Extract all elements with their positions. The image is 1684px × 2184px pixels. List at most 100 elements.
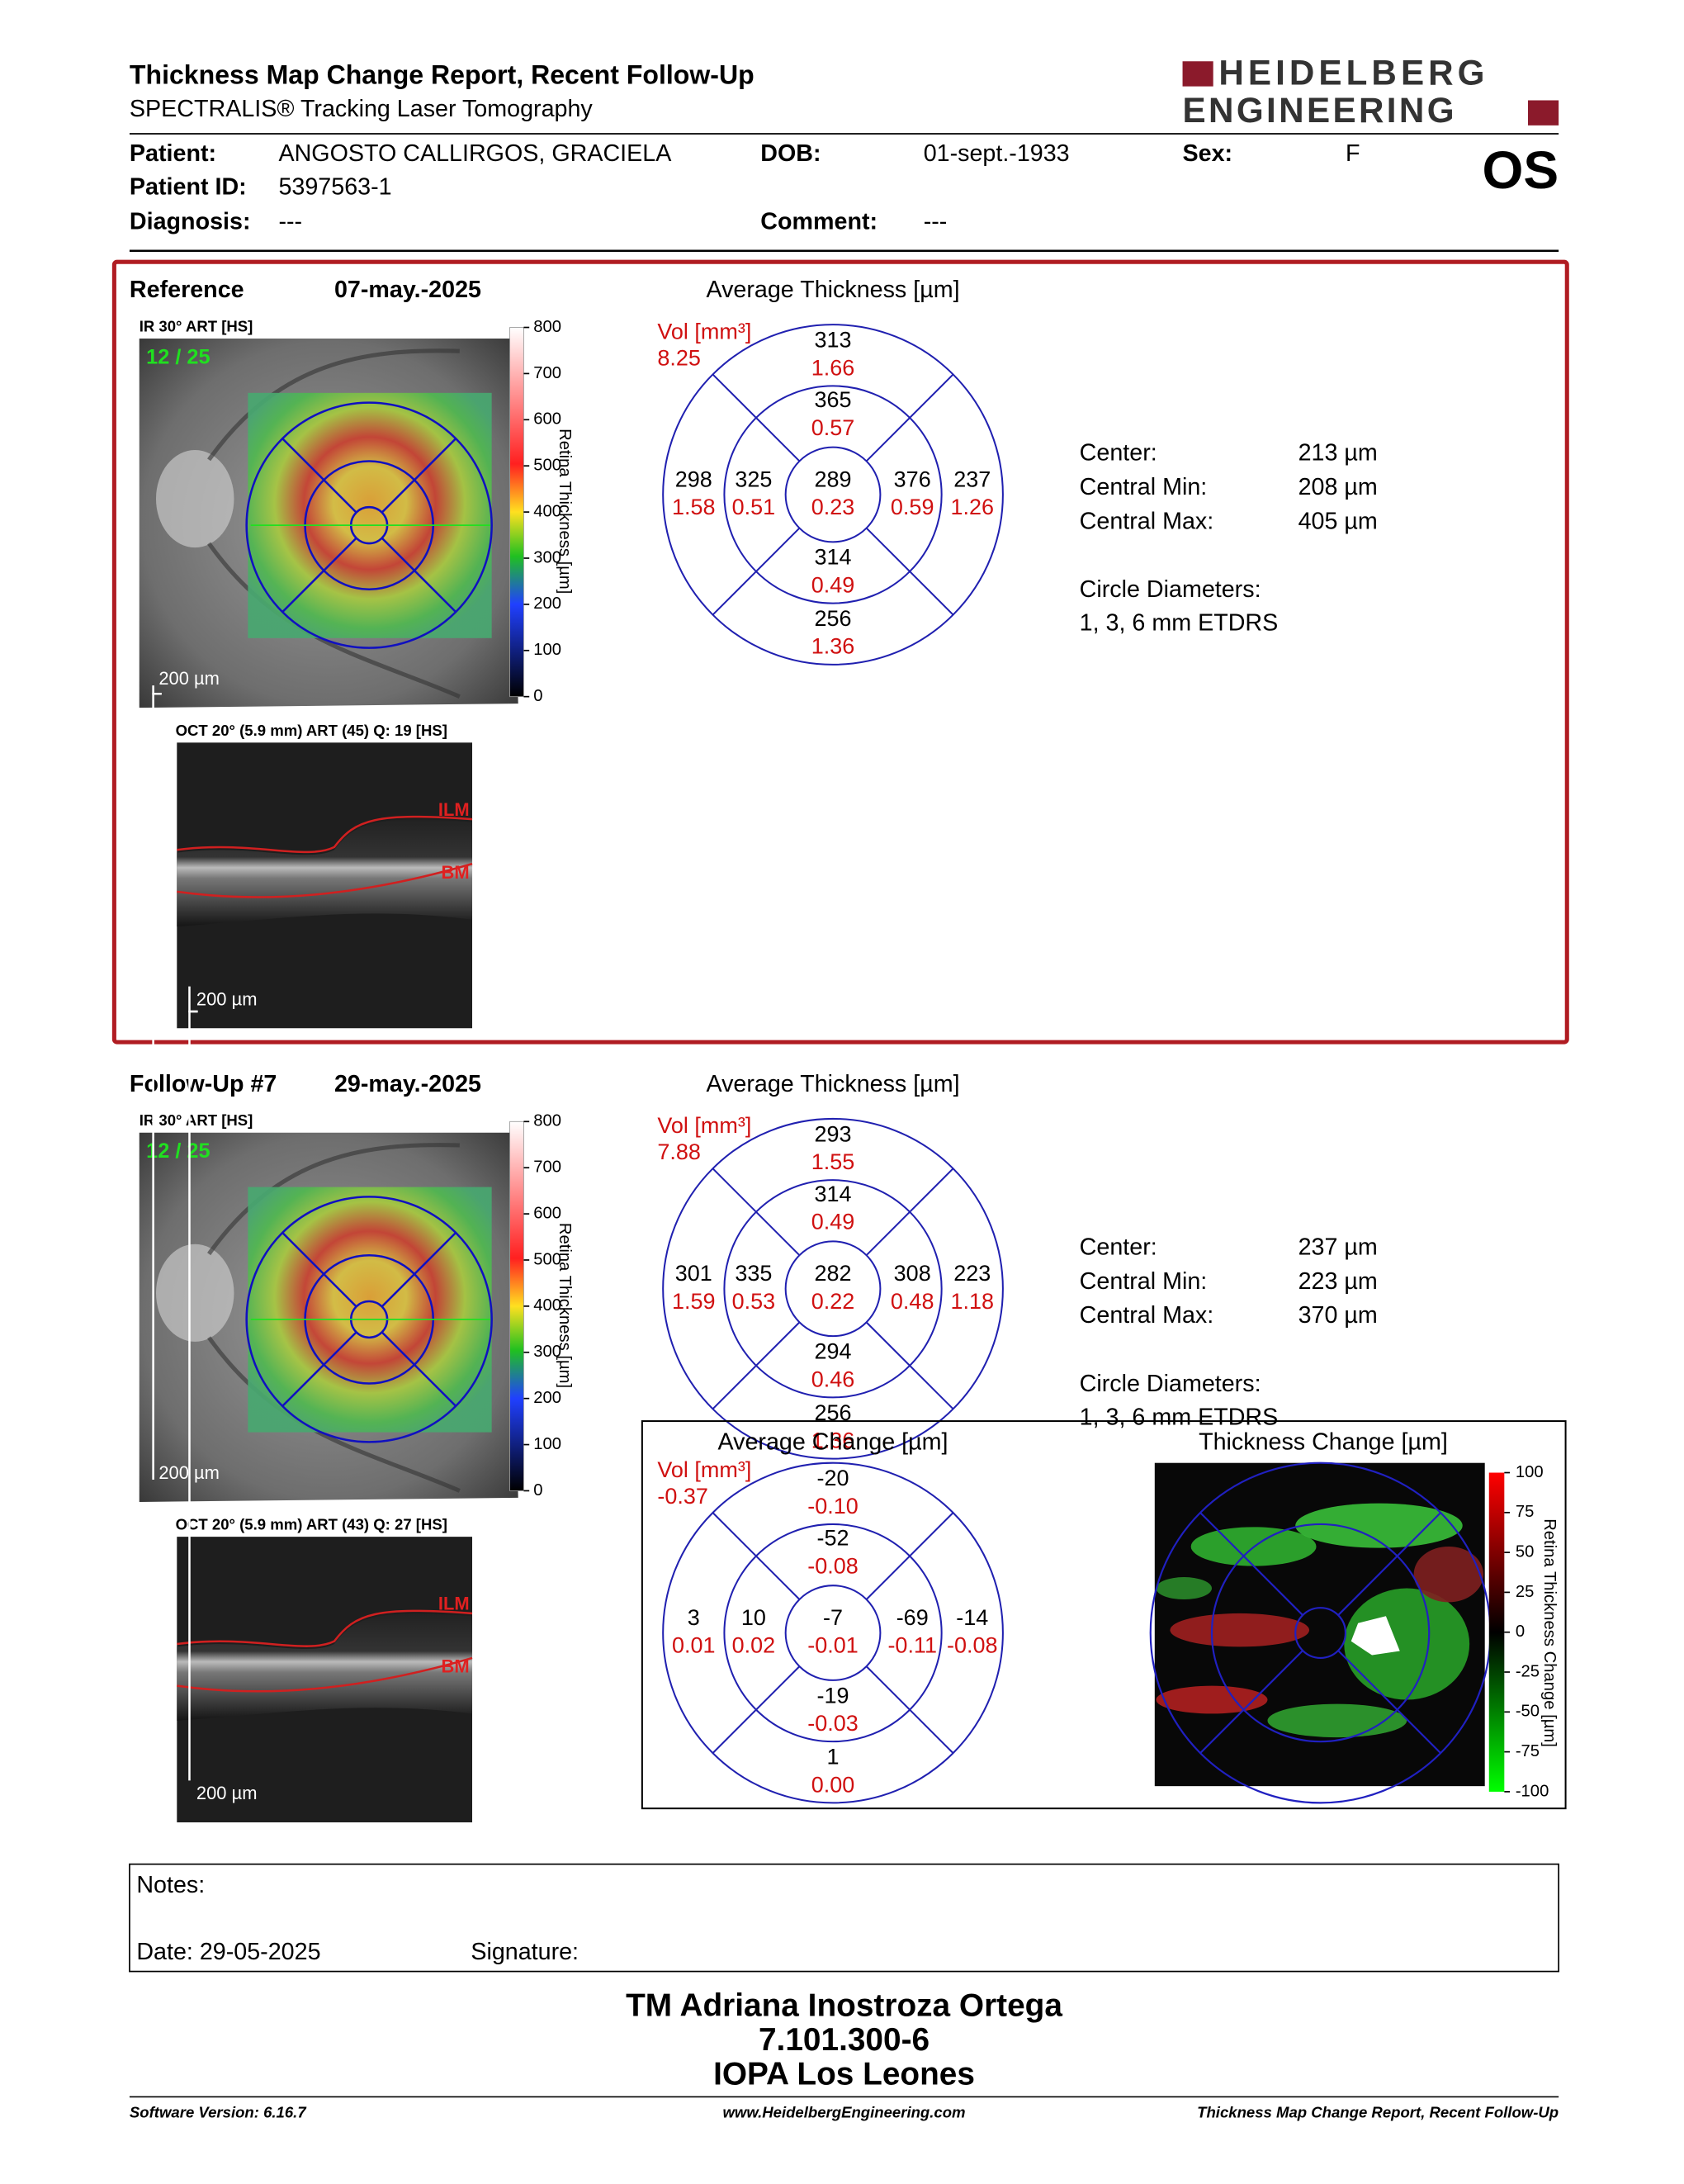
patient-value: 5397563-1: [278, 173, 391, 200]
sector-thickness: 301: [675, 1261, 712, 1286]
sector-volume: 1.18: [951, 1289, 995, 1314]
stat-value: 208 µm: [1298, 474, 1378, 500]
circle-diameters-label: Circle Diameters:: [1080, 576, 1261, 603]
sector-volume: -0.11: [887, 1633, 937, 1658]
sector-volume: 0.53: [732, 1289, 776, 1314]
etdrs-ring: [723, 1179, 943, 1399]
map-spoke: [281, 1232, 357, 1308]
report-subtitle: SPECTRALIS® Tracking Laser Tomography: [130, 96, 593, 122]
section-date: 29-may.-2025: [334, 1071, 481, 1097]
sector-thickness: 10: [741, 1605, 766, 1630]
sector-volume: 0.57: [811, 415, 855, 440]
change-blob: [1295, 1503, 1463, 1548]
section-label: Follow-Up #7: [130, 1071, 277, 1097]
circle-diameters-label: Circle Diameters:: [1080, 1371, 1261, 1397]
stat-label: Central Min:: [1080, 474, 1208, 500]
colorbar-tick-label: 100: [533, 1435, 561, 1453]
logo-block: [1182, 61, 1213, 87]
sector-thickness: -14: [956, 1605, 988, 1630]
patient-label: DOB:: [760, 140, 821, 167]
sector-thickness: 282: [815, 1261, 852, 1286]
sector-thickness: 308: [894, 1261, 931, 1286]
sector-thickness: 314: [815, 545, 852, 570]
volume-label: Vol [mm³]: [657, 1457, 751, 1482]
etdrs-spoke: [865, 1512, 954, 1600]
sector-thickness: 1: [827, 1745, 840, 1769]
report-title: Thickness Map Change Report, Recent Foll…: [130, 59, 754, 89]
sector-volume: 1.66: [811, 355, 855, 380]
change-blob: [1170, 1613, 1310, 1647]
scale-bar-label: 200 µm: [196, 1783, 258, 1803]
etdrs-spoke: [865, 1321, 954, 1410]
map-spoke: [381, 537, 457, 614]
colorbar-tick-label: 0: [533, 1481, 542, 1499]
sector-volume: -0.08: [947, 1633, 998, 1658]
sector-thickness: 313: [815, 328, 852, 353]
ilm-line: [177, 1609, 473, 1647]
etdrs-spoke: [865, 1665, 954, 1754]
notes-box: [129, 1863, 1559, 1973]
change-hotspot: [1351, 1616, 1400, 1656]
sector-thickness: 256: [815, 606, 852, 631]
sector-volume: 1.36: [811, 1428, 855, 1453]
sector-volume: 0.49: [811, 572, 855, 597]
colorbar-tick-label: 300: [533, 1343, 561, 1361]
sector-thickness: 289: [815, 467, 852, 491]
volume-total: -0.37: [657, 1484, 708, 1509]
stat-label: Central Min:: [1080, 1268, 1208, 1295]
signer-line: TM Adriana Inostroza Ortega: [626, 1988, 1062, 2024]
colorbar-title: Retina Thickness [µm]: [556, 429, 574, 594]
logo-block: [1528, 100, 1559, 126]
etdrs-spoke: [865, 1168, 954, 1256]
colorbar-tick-label: 0: [1516, 1623, 1525, 1641]
frame-counter: 12 / 25: [146, 345, 210, 368]
colorbar-tick-label: 700: [533, 1158, 561, 1177]
colorbar-tick-label: 700: [533, 364, 561, 382]
footer-text: Thickness Map Change Report, Recent Foll…: [1197, 2104, 1559, 2121]
colorbar-tick-label: 500: [533, 1250, 561, 1268]
etdrs-spoke: [865, 527, 954, 616]
signer-line: IOPA Los Leones: [713, 2056, 975, 2092]
colorbar-tick-label: -100: [1516, 1782, 1549, 1800]
colorbar: [509, 327, 524, 698]
change-blob: [1156, 1685, 1268, 1714]
change-spoke: [1199, 1650, 1303, 1754]
patient-value: 01-sept.-1933: [924, 140, 1070, 167]
bm-label: BM: [442, 862, 470, 883]
sector-thickness: 294: [815, 1339, 852, 1364]
patient-label: Sex:: [1183, 140, 1233, 167]
notes-date: Date: 29-05-2025: [136, 1939, 320, 1965]
patient-label: Patient ID:: [130, 173, 247, 200]
section-label: Reference: [130, 277, 244, 303]
colorbar-tick-label: 0: [533, 687, 542, 705]
sector-volume: 1.59: [672, 1289, 716, 1314]
sector-volume: 0.22: [811, 1289, 855, 1314]
map-spoke: [281, 1331, 357, 1407]
sector-thickness: -7: [823, 1605, 843, 1630]
map-ring: [245, 401, 493, 649]
change-colorbar: [1488, 1472, 1505, 1792]
map-spoke: [281, 537, 357, 614]
stat-value: 213 µm: [1298, 440, 1378, 467]
colorbar-tick-label: 25: [1516, 1583, 1535, 1601]
change-spoke: [1337, 1650, 1441, 1754]
sector-thickness: -69: [896, 1605, 929, 1630]
sector-volume: 1.55: [811, 1149, 855, 1174]
sector-thickness: 223: [953, 1261, 991, 1286]
etdrs-ring: [784, 446, 882, 543]
change-ring: [1294, 1607, 1347, 1660]
etdrs-ring: [784, 1240, 882, 1338]
sector-volume: -0.01: [807, 1633, 859, 1658]
circle-diameters-value: 1, 3, 6 mm ETDRS: [1080, 1404, 1279, 1430]
eye: OS: [1482, 140, 1559, 200]
stat-value: 237 µm: [1298, 1234, 1378, 1260]
etdrs-ring: [723, 385, 943, 604]
scale-bar: [152, 693, 162, 1480]
stat-label: Central Max:: [1080, 1302, 1214, 1329]
colorbar-tick-label: 50: [1516, 1542, 1535, 1561]
grid-title: Average Change [µm]: [718, 1429, 948, 1456]
volume-label: Vol [mm³]: [657, 319, 751, 343]
bm-line: [177, 1656, 473, 1693]
colorbar-tick-label: 200: [533, 595, 561, 613]
